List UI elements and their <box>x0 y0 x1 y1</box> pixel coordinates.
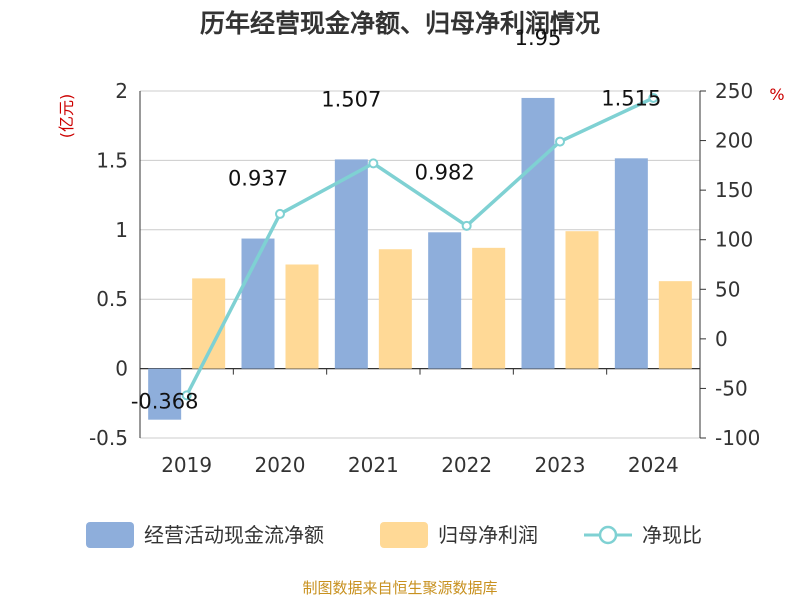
legend-label: 净现比 <box>642 523 702 547</box>
data-label: 0.982 <box>415 160 475 184</box>
line-point <box>368 158 379 169</box>
x-tick-label: 2023 <box>535 453 586 477</box>
x-tick-label: 2020 <box>255 453 306 477</box>
y-left-tick-label: 1 <box>115 218 128 242</box>
y-right-tick-label: 100 <box>715 228 753 252</box>
legend-marker <box>598 525 618 545</box>
y-right-tick-label: 50 <box>715 277 740 301</box>
right-axis-unit: % <box>769 85 784 104</box>
data-label: 1.515 <box>601 86 661 110</box>
data-label: 0.937 <box>228 167 288 191</box>
legend-label: 经营活动现金流净额 <box>144 523 324 547</box>
x-tick-label: 2019 <box>161 453 212 477</box>
bar <box>428 232 462 369</box>
source-note: 制图数据来自恒生聚源数据库 <box>302 579 497 597</box>
line-point <box>275 208 285 219</box>
y-right-tick-label: 200 <box>715 129 753 153</box>
data-labels: -0.368 0.937 1.507 0.982 1.95 1.515 <box>131 26 662 414</box>
bar <box>472 247 506 369</box>
line-series <box>181 92 659 401</box>
line-point <box>461 220 472 231</box>
line-point <box>648 92 659 103</box>
y-right-tick-label: 0 <box>715 327 728 351</box>
x-tick-label: 2022 <box>441 453 492 477</box>
x-tick-label: 2021 <box>348 453 399 477</box>
bar <box>378 249 412 369</box>
legend-swatch <box>380 522 428 548</box>
line-point <box>181 390 192 401</box>
y-left-tick-label: 0 <box>115 357 128 381</box>
y-right-tick-label: 150 <box>715 178 753 202</box>
legend-label: 归母净利润 <box>438 523 538 547</box>
x-tick-label: 2024 <box>628 453 679 477</box>
bar <box>285 264 319 369</box>
bar <box>148 368 182 420</box>
legend-swatch <box>86 522 134 548</box>
y-left-tick-label: -0.5 <box>89 426 128 450</box>
line-point <box>555 136 565 147</box>
y-left-tick-label: 2 <box>115 79 128 103</box>
legend: 经营活动现金流净额 归母净利润 净现比 <box>86 522 702 548</box>
data-label: 1.95 <box>515 26 562 50</box>
bar <box>334 159 368 369</box>
axes: -0.5 0 0.5 1 1.5 2 -100 -50 0 50 100 150 200 250 2019 2… <box>89 79 760 477</box>
y-right-tick-label: -50 <box>715 376 748 400</box>
chart-title: 历年经营现金净额、归母净利润情况 <box>200 9 600 38</box>
data-label: 1.507 <box>321 87 381 111</box>
y-left-tick-label: 1.5 <box>96 148 128 172</box>
y-left-tick-label: 0.5 <box>96 287 128 311</box>
data-label: -0.368 <box>131 390 199 414</box>
bar <box>658 281 692 369</box>
left-axis-unit: (亿元) <box>57 94 76 139</box>
y-right-tick-label: 250 <box>715 79 753 103</box>
bar <box>521 97 555 369</box>
bar <box>614 158 648 369</box>
y-right-tick-label: -100 <box>715 426 760 450</box>
bar <box>565 231 599 369</box>
line-path <box>184 96 656 398</box>
